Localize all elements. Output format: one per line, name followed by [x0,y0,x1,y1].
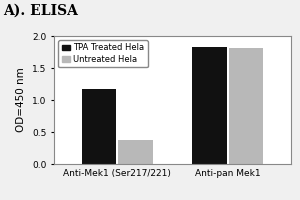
Bar [82,89,116,164]
Y-axis label: OD=450 nm: OD=450 nm [16,68,26,132]
Legend: TPA Treated Hela, Untreated Hela: TPA Treated Hela, Untreated Hela [58,40,148,67]
Bar [192,47,227,164]
Bar [118,140,153,164]
Text: A). ELISA: A). ELISA [3,4,78,18]
Bar [229,48,263,164]
